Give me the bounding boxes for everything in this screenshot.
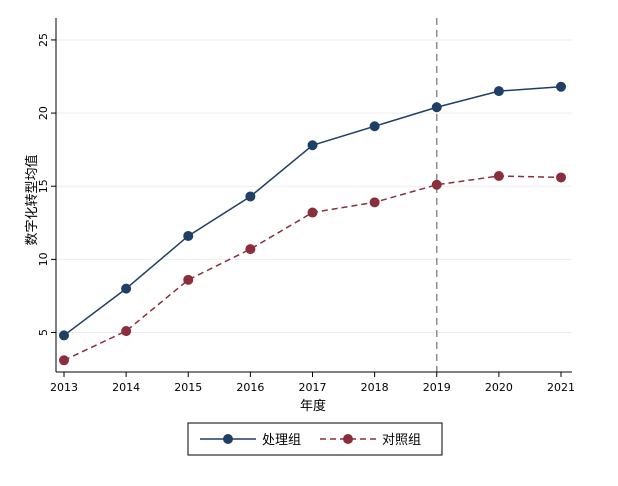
legend-item-control: 对照组 — [320, 433, 421, 448]
x-tick-label: 2020 — [485, 381, 513, 394]
data-point — [431, 179, 442, 190]
data-point — [369, 121, 380, 132]
x-tick-label: 2018 — [361, 381, 389, 394]
data-point — [183, 230, 194, 241]
legend: 处理组 对照组 — [187, 422, 443, 456]
legend-label: 对照组 — [382, 433, 421, 448]
x-tick-label: 2014 — [112, 381, 140, 394]
data-point — [556, 81, 566, 92]
data-point — [307, 140, 318, 151]
data-point — [121, 326, 132, 337]
data-point — [59, 330, 69, 341]
data-point — [121, 283, 132, 294]
data-point — [493, 170, 504, 181]
data-point — [183, 274, 194, 285]
x-tick-label: 2019 — [423, 381, 451, 394]
data-point — [369, 197, 380, 208]
gridlines — [56, 39, 572, 334]
legend-swatch-marker — [343, 434, 353, 444]
x-tick-label: 2021 — [547, 381, 575, 394]
x-tick-label: 2016 — [236, 381, 264, 394]
y-tick-label: 10 — [37, 252, 50, 266]
series-group — [59, 81, 566, 366]
x-tick-label: 2017 — [299, 381, 327, 394]
x-tick-label: 2015 — [174, 381, 202, 394]
y-tick-label: 15 — [37, 179, 50, 193]
y-tick-label: 25 — [37, 33, 50, 47]
axes: 5 10 15 20 25 2013 2014 2015 2016 2017 2018 2019 202… — [37, 18, 575, 394]
data-point — [556, 172, 566, 183]
data-point — [493, 86, 504, 97]
data-point — [431, 102, 442, 113]
data-point — [245, 244, 256, 255]
y-tick-label: 5 — [37, 329, 50, 336]
legend-label: 处理组 — [262, 433, 301, 448]
x-tick-label: 2013 — [50, 381, 78, 394]
data-point — [245, 191, 256, 202]
x-axis-title: 年度 — [300, 398, 326, 414]
y-tick-label: 20 — [37, 106, 50, 120]
y-axis-title: 数字化转型均值 — [24, 154, 40, 245]
data-point — [307, 207, 318, 218]
legend-item-treatment: 处理组 — [200, 433, 301, 448]
legend-swatch-marker — [223, 434, 233, 444]
data-point — [59, 355, 69, 366]
